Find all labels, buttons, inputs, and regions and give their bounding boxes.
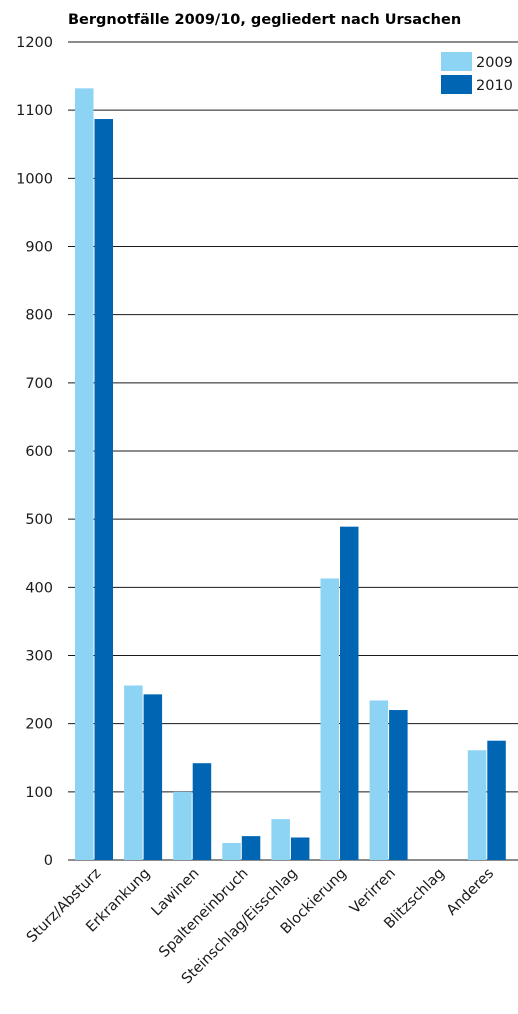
bar-erkrankung-2010	[143, 694, 163, 860]
y-tick-label-1200: 1200	[16, 35, 53, 51]
legend-label-2010: 2010	[476, 78, 513, 94]
gridlines	[68, 41, 518, 861]
bar-anderes-2010	[487, 740, 506, 860]
legend-label-2009: 2009	[476, 55, 513, 71]
x-category-label-verirren: Verirren	[347, 866, 399, 918]
y-tick-label-400: 400	[25, 580, 53, 596]
bar-erkrankung-2009	[124, 685, 143, 860]
y-tick-label-300: 300	[25, 649, 53, 665]
y-tick-label-0: 0	[44, 853, 53, 869]
bar-sturz-absturz-2009	[75, 88, 94, 860]
y-tick-label-1000: 1000	[16, 171, 53, 187]
y-tick-label-100: 100	[25, 785, 53, 801]
bar-lawinen-2010	[192, 763, 212, 860]
bar-steinschlag-eisschlag-2010	[290, 837, 310, 860]
y-tick-label-200: 200	[25, 717, 53, 733]
bar-verirren-2010	[389, 710, 408, 860]
bars	[75, 88, 506, 861]
bar-spalteneinbruch-2009	[222, 842, 241, 860]
y-tick-label-700: 700	[25, 376, 53, 392]
bar-blockierung-2010	[340, 526, 359, 860]
bar-sturz-absturz-2010	[94, 119, 113, 861]
legend-swatch-2010	[441, 75, 472, 94]
legend-swatch-2009	[441, 52, 472, 71]
x-axis-category-labels: Sturz/AbsturzErkrankungLawinenSpaltenein…	[24, 866, 497, 988]
y-tick-label-800: 800	[25, 308, 53, 324]
bar-anderes-2009	[467, 750, 487, 860]
x-category-label-anderes: Anderes	[444, 866, 497, 919]
bar-blockierung-2009	[320, 578, 339, 860]
legend: 2009 2010	[441, 52, 513, 94]
x-category-label-spalteneinbruch: Spalteneinbruch	[156, 866, 251, 961]
y-tick-label-600: 600	[25, 444, 53, 460]
y-tick-label-900: 900	[25, 240, 53, 256]
bar-verirren-2009	[369, 700, 389, 860]
y-tick-label-500: 500	[25, 512, 53, 528]
y-axis-tick-labels: 0 100 200 300 400 500 600 700 800 900 1000 1100 1200	[16, 35, 53, 869]
bar-lawinen-2009	[173, 791, 192, 860]
chart-title: Bergnotfälle 2009/10, gegliedert nach Ur…	[68, 12, 461, 28]
bar-steinschlag-eisschlag-2009	[271, 819, 290, 860]
y-tick-label-1100: 1100	[16, 103, 53, 119]
bar-spalteneinbruch-2010	[241, 836, 261, 860]
